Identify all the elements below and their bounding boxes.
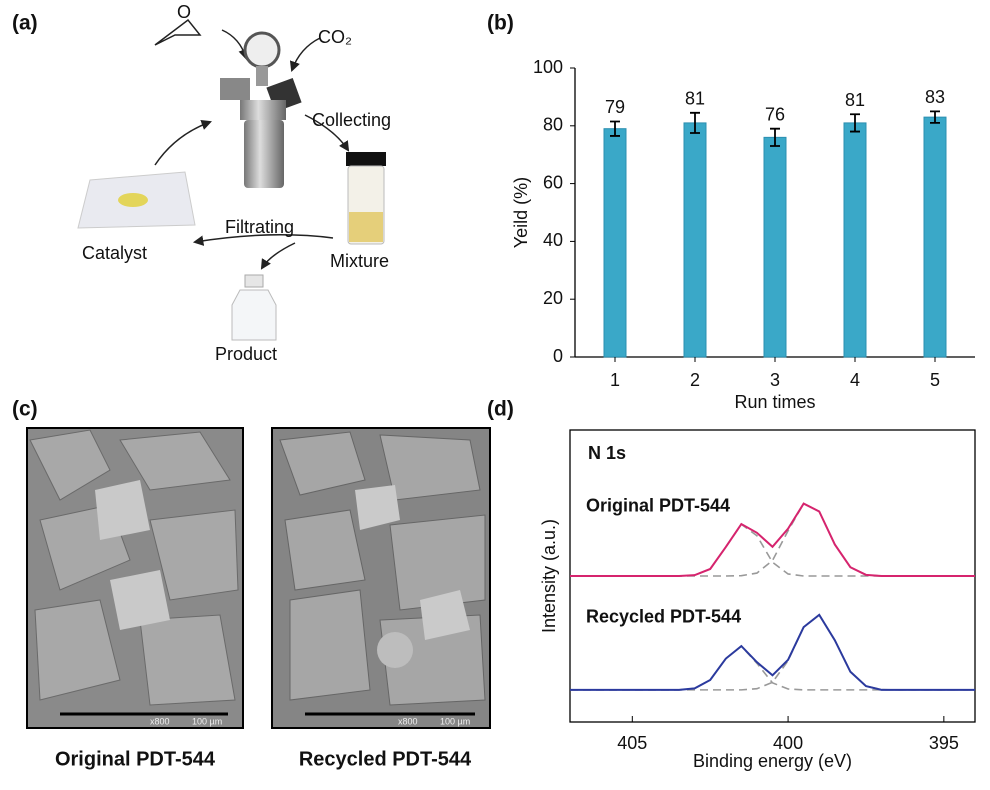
- error-bar: [850, 113, 860, 133]
- bar: [683, 122, 707, 358]
- value-label: 76: [765, 104, 785, 124]
- bar: [923, 116, 947, 358]
- bar: [843, 122, 867, 358]
- spectrum-line: [570, 644, 975, 691]
- bar: [603, 128, 627, 358]
- caption: Recycled PDT-544: [299, 748, 472, 770]
- step-label: Filtrating: [225, 217, 294, 237]
- panel-label: (d): [487, 398, 514, 421]
- magnification: x800: [398, 716, 418, 726]
- y-tick-label: 20: [543, 288, 563, 308]
- x-tick-label: 405: [617, 733, 647, 753]
- x-tick-label: 395: [929, 733, 959, 753]
- series-label: Recycled PDT-544: [586, 607, 741, 627]
- y-tick-label: 80: [543, 115, 563, 135]
- y-axis-label: Intensity (a.u.): [539, 519, 559, 633]
- item-label: Product: [215, 344, 277, 364]
- x-tick-label: 2: [690, 370, 700, 390]
- sem-image: x800 100 µm Original PDT-544: [26, 427, 244, 770]
- error-bar: [930, 110, 940, 124]
- panel-label: (a): [12, 12, 38, 35]
- x-tick-label: 3: [770, 370, 780, 390]
- sem-image: x800 100 µm Recycled PDT-544: [271, 427, 491, 770]
- value-label: 83: [925, 87, 945, 107]
- error-bar: [690, 111, 700, 134]
- scale-label: 100 µm: [192, 716, 222, 726]
- value-label: 79: [605, 97, 625, 117]
- series-label: Original PDT-544: [586, 495, 730, 515]
- x-tick-label: 1: [610, 370, 620, 390]
- step-label: Collecting: [312, 110, 391, 130]
- x-tick-label: 4: [850, 370, 860, 390]
- spectrum-line: [570, 502, 975, 577]
- item-label: Mixture: [330, 251, 389, 271]
- error-bar: [610, 120, 620, 137]
- annotation: N 1s: [588, 443, 626, 463]
- bar: [763, 136, 787, 358]
- spectrum-line: [570, 523, 975, 577]
- value-label: 81: [685, 89, 705, 109]
- panel-label: (c): [12, 398, 38, 421]
- item-label: Catalyst: [82, 243, 147, 263]
- atom-label: O: [177, 2, 191, 22]
- spectrum-line: [570, 613, 975, 691]
- error-bar: [770, 127, 780, 147]
- magnification: x800: [150, 716, 170, 726]
- x-axis-label: Run times: [734, 392, 815, 412]
- caption: Original PDT-544: [55, 748, 216, 770]
- value-label: 81: [845, 90, 865, 110]
- scale-label: 100 µm: [440, 716, 470, 726]
- y-tick-label: 40: [543, 230, 563, 250]
- y-tick-label: 0: [553, 346, 563, 366]
- y-axis-label: Yeild (%): [511, 177, 531, 248]
- x-tick-label: 5: [930, 370, 940, 390]
- x-tick-label: 400: [773, 733, 803, 753]
- gas-label: CO₂: [318, 27, 352, 47]
- x-axis-label: Binding energy (eV): [693, 751, 852, 771]
- scheme: O CO₂ Collecting Mixture Filtrating Cata…: [77, 2, 391, 364]
- y-tick-label: 60: [543, 172, 563, 192]
- y-tick-label: 100: [533, 57, 563, 77]
- panel-label: (b): [487, 12, 514, 35]
